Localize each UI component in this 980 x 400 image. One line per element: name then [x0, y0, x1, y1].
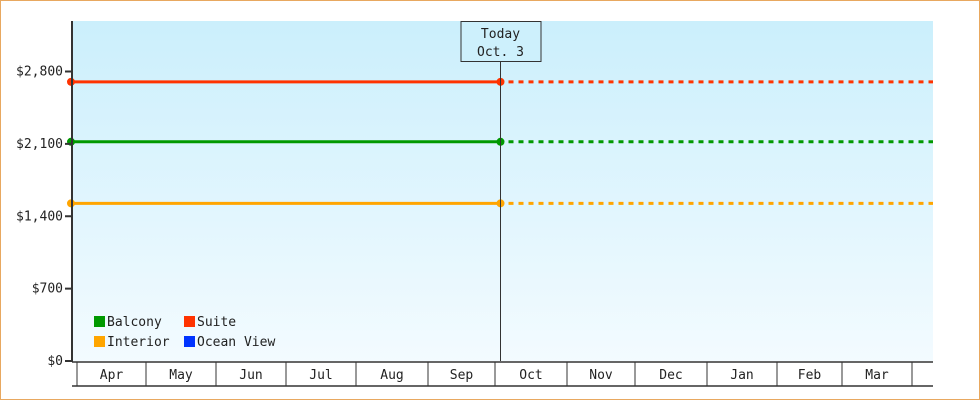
y-tick-label: $2,800 — [16, 65, 63, 80]
y-tick-label: $700 — [32, 282, 63, 297]
today-box — [460, 21, 542, 62]
x-tick-label: Feb — [798, 368, 822, 383]
x-tick-label: Aug — [380, 368, 403, 383]
y-tick-label: $2,100 — [16, 137, 63, 152]
x-tick-label: Mar — [865, 368, 889, 383]
x-tick-label: Jul — [309, 368, 332, 383]
today-date: Oct. 3 — [477, 45, 524, 60]
x-tick-label: Oct — [519, 368, 542, 383]
plot-area — [72, 21, 933, 361]
x-tick-label: Sep — [450, 368, 474, 383]
legend-swatch-interior — [94, 336, 105, 347]
legend-label-interior: Interior — [107, 335, 170, 350]
x-tick-label: Dec — [659, 368, 682, 383]
legend-swatch-balcony — [94, 316, 105, 327]
legend-swatch-suite — [184, 316, 195, 327]
y-tick-label: $0 — [47, 354, 63, 369]
legend-label-ocean-view: Ocean View — [197, 335, 275, 350]
legend-label-suite: Suite — [197, 315, 236, 330]
legend-label-balcony: Balcony — [107, 315, 162, 330]
y-tick-label: $1,400 — [16, 209, 63, 224]
x-tick-label: Apr — [100, 368, 124, 383]
x-tick-label: May — [169, 368, 193, 383]
x-tick-label: Jan — [730, 368, 753, 383]
x-tick-label: Jun — [239, 368, 262, 383]
today-label: Today — [481, 27, 520, 42]
legend-swatch-ocean-view — [184, 336, 195, 347]
x-tick-label: Nov — [589, 368, 613, 383]
